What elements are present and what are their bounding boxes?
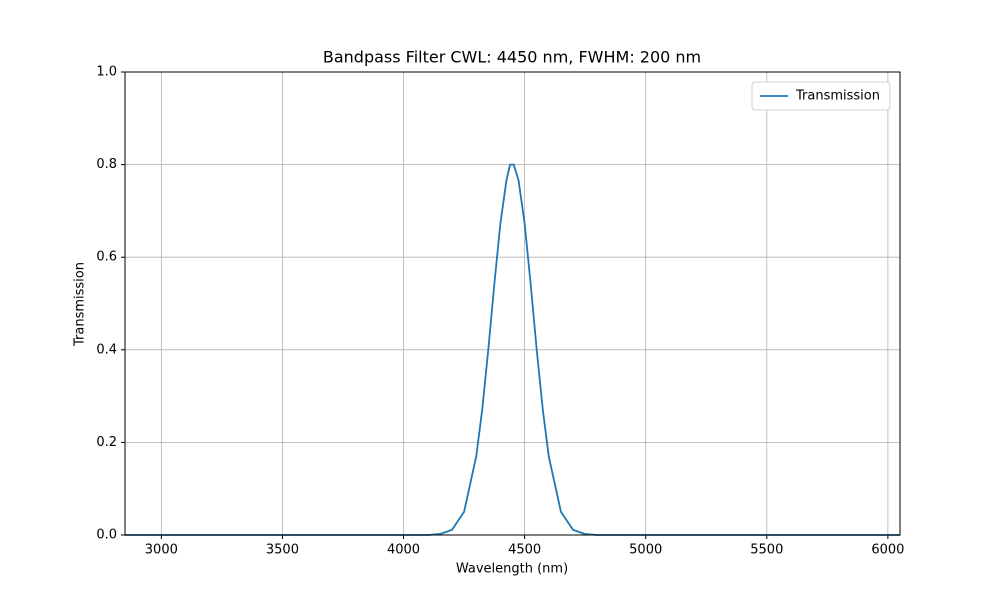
legend: Transmission xyxy=(751,81,891,111)
legend-box xyxy=(751,81,891,111)
y-tick-label: 0.6 xyxy=(96,250,117,265)
chart-title: Bandpass Filter CWL: 4450 nm, FWHM: 200 … xyxy=(323,48,701,67)
x-tick-label: 5500 xyxy=(750,543,783,558)
y-tick-label: 0.0 xyxy=(96,528,117,543)
x-tick-label: 4500 xyxy=(508,543,541,558)
legend-label: Transmission xyxy=(795,89,880,104)
y-tick-label: 0.2 xyxy=(96,435,117,450)
y-tick-label: 0.8 xyxy=(96,157,117,172)
x-axis-label: Wavelength (nm) xyxy=(456,562,568,577)
y-tick-label: 1.0 xyxy=(96,65,117,80)
plot-frame xyxy=(124,71,901,536)
y-axis-label: Transmission xyxy=(73,262,88,347)
x-tick-label: 5000 xyxy=(629,543,662,558)
y-tick-label: 0.4 xyxy=(96,342,117,357)
line xyxy=(125,163,900,536)
x-tick-label: 3500 xyxy=(266,543,299,558)
x-tick-label: 6000 xyxy=(871,543,904,558)
x-tick-label: 3000 xyxy=(145,543,178,558)
x-tick-label: 4000 xyxy=(387,543,420,558)
